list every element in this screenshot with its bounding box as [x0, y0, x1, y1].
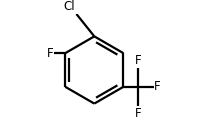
- Text: F: F: [47, 47, 53, 60]
- Text: Cl: Cl: [64, 0, 75, 13]
- Text: F: F: [154, 80, 161, 93]
- Text: F: F: [135, 107, 141, 120]
- Text: F: F: [135, 54, 141, 67]
